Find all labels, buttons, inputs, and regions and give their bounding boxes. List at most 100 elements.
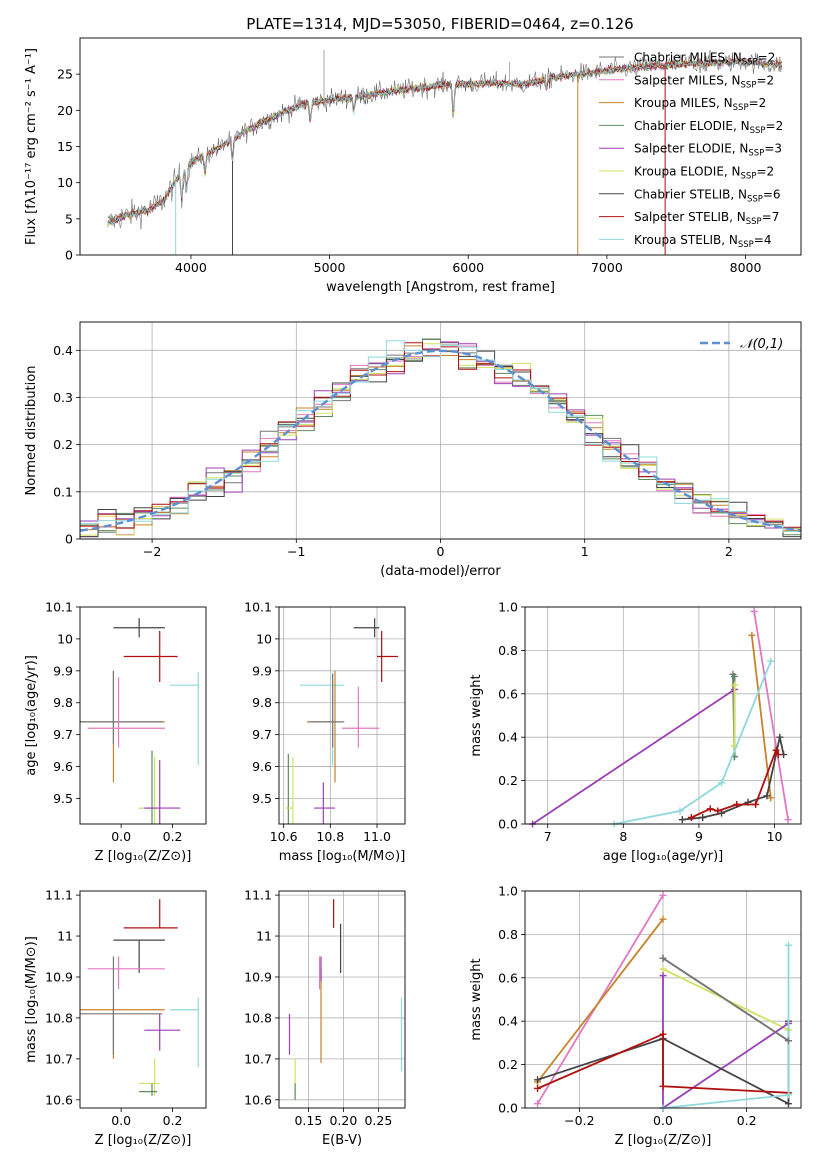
weight-marker <box>687 813 695 821</box>
weight-marker <box>659 972 667 980</box>
weight-marker <box>784 816 792 824</box>
y-tick-label: 0.4 <box>498 730 518 745</box>
weight-marker <box>699 813 707 821</box>
weight-marker <box>767 657 775 665</box>
x-tick-label: −0.2 <box>564 1113 594 1128</box>
y-tick-label: 9.6 <box>53 759 73 774</box>
weight-marker <box>718 779 726 787</box>
x-tick-label: 0.0 <box>111 1113 131 1128</box>
y-tick-label: 0.8 <box>498 643 518 658</box>
weight-marker <box>534 1076 542 1084</box>
histogram-kroupa-stelib <box>80 340 801 534</box>
y-tick-label: 10 <box>57 631 73 646</box>
weight-line <box>753 611 789 820</box>
histogram-salpeter-elodie <box>80 341 801 531</box>
weight-marker <box>776 733 784 741</box>
weight-marker <box>718 809 726 817</box>
y-tick-label: 0.0 <box>498 817 518 832</box>
legend-entry: Salpeter MILES, NSSP=2 <box>634 73 774 90</box>
model-salpeter-stelib <box>107 57 782 224</box>
weight-marker <box>676 807 684 815</box>
x-tick-label: 11.0 <box>363 829 391 844</box>
x-tick-label: 0.2 <box>737 1113 757 1128</box>
legend-entry: Chabrier MILES, NSSP=2 <box>634 51 775 68</box>
x-axis-label: (data-model)/error <box>380 564 501 579</box>
weight-marker <box>772 746 780 754</box>
y-tick-label: 0.2 <box>498 1057 518 1072</box>
y-tick-label: 9.7 <box>252 727 272 742</box>
y-tick-label: 9.9 <box>252 663 272 678</box>
y-axis-label: mass weight <box>469 958 484 1040</box>
spectrum-series <box>107 49 782 255</box>
y-tick-label: 10.9 <box>45 969 73 984</box>
y-tick-label: 10 <box>256 631 272 646</box>
y-tick-label: 0.6 <box>498 686 518 701</box>
y-tick-label: 0.2 <box>53 437 73 452</box>
y-tick-label: 9.8 <box>53 695 73 710</box>
mass-weight-vs-Z-series <box>534 891 792 1112</box>
age-vs-Z-axes: 0.0 0.2 9.5 9.6 9.7 9.8 9.9 10 10.1 Z [log₁₀(Z/Z⊙… <box>24 600 191 865</box>
weight-line <box>614 660 772 825</box>
weight-marker <box>659 915 667 923</box>
x-axis-label: Z [log₁₀(Z/Z⊙)] <box>95 849 192 864</box>
mass-vs-EBV-points <box>288 899 403 1100</box>
weight-marker <box>659 1082 667 1090</box>
x-tick-label: 0.2 <box>163 1113 183 1128</box>
weight-marker <box>659 965 667 973</box>
x-tick-label: 10.8 <box>316 829 344 844</box>
age-vs-mass-points <box>286 618 398 824</box>
mass-vs-Z-frame <box>79 890 207 1109</box>
residuals-frame <box>79 321 802 540</box>
y-tick-label: 10.1 <box>244 600 272 615</box>
y-tick-label: 10.6 <box>244 1092 272 1107</box>
histogram-salpeter-miles <box>80 341 801 538</box>
age-vs-Z-points <box>80 618 199 824</box>
y-axis-label: Normed distribution <box>24 366 39 496</box>
y-tick-label: 0.0 <box>498 1101 518 1116</box>
y-tick-label: 0 <box>65 248 73 263</box>
y-tick-label: 0.2 <box>498 773 518 788</box>
x-tick-label: 8 <box>619 829 627 844</box>
x-tick-label: −2 <box>143 544 161 559</box>
y-tick-label: 11.1 <box>45 888 73 903</box>
figure-title: PLATE=1314, MJD=53050, FIBERID=0464, z=0… <box>246 15 633 33</box>
y-tick-label: 1.0 <box>498 884 518 899</box>
mass-vs-Z-axes: 0.0 0.2 10.6 10.7 10.8 10.9 11 11.1 Z [log₁₀(Z/Z… <box>24 888 191 1148</box>
y-tick-label: 9.5 <box>252 791 272 806</box>
x-tick-label: 7 <box>544 829 552 844</box>
weight-marker <box>730 681 738 689</box>
weight-marker <box>659 954 667 962</box>
y-tick-label: 10.9 <box>244 969 272 984</box>
y-axis-label: mass [log₁₀(M/M⊙)] <box>24 936 39 1063</box>
residual-histograms <box>80 338 801 538</box>
spectrum-frame <box>79 37 802 256</box>
age-vs-Z-frame <box>79 606 207 825</box>
x-tick-label: 8000 <box>730 260 762 275</box>
weight-marker <box>752 800 760 808</box>
y-tick-label: 1.0 <box>498 600 518 615</box>
weight-line <box>662 957 789 1042</box>
mass-vs-EBV-axes: 0.15 0.20 0.25 10.6 10.7 10.8 10.9 11 11.1 E(B-V) <box>244 888 405 1148</box>
spectrum-legend: Chabrier MILES, NSSP=2 Salpeter MILES, NS… <box>599 51 783 250</box>
legend-entry: Kroupa ELODIE, NSSP=2 <box>634 165 774 182</box>
x-tick-label: 4000 <box>175 260 207 275</box>
spectrum-axes: 4000 5000 6000 7000 8000 0 5 10 15 20 25 wavelength… <box>24 48 761 295</box>
y-tick-label: 11 <box>57 929 73 944</box>
y-tick-label: 10.7 <box>244 1051 272 1066</box>
x-tick-label: 10.6 <box>270 829 298 844</box>
x-tick-label: 7000 <box>591 260 623 275</box>
weight-marker <box>706 805 714 813</box>
y-tick-label: 0.4 <box>498 1014 518 1029</box>
histogram-salpeter-stelib <box>80 342 801 533</box>
y-tick-label: 0.8 <box>498 927 518 942</box>
legend-entry: Chabrier STELIB, NSSP=6 <box>634 187 781 204</box>
legend-entry: Kroupa STELIB, NSSP=4 <box>634 233 772 250</box>
weight-marker <box>733 800 741 808</box>
weight-marker <box>774 751 782 759</box>
weight-marker <box>763 792 771 800</box>
y-axis-label: mass weight <box>469 674 484 756</box>
model-kroupa-stelib <box>107 57 782 226</box>
mass-weight-vs-age-axes: 7 8 9 10 0.0 0.2 0.4 0.6 0.8 1.0 age [log₁₀(age/yr… <box>469 600 801 864</box>
y-tick-label: 11 <box>256 929 272 944</box>
x-tick-label: 0.0 <box>653 1113 673 1128</box>
